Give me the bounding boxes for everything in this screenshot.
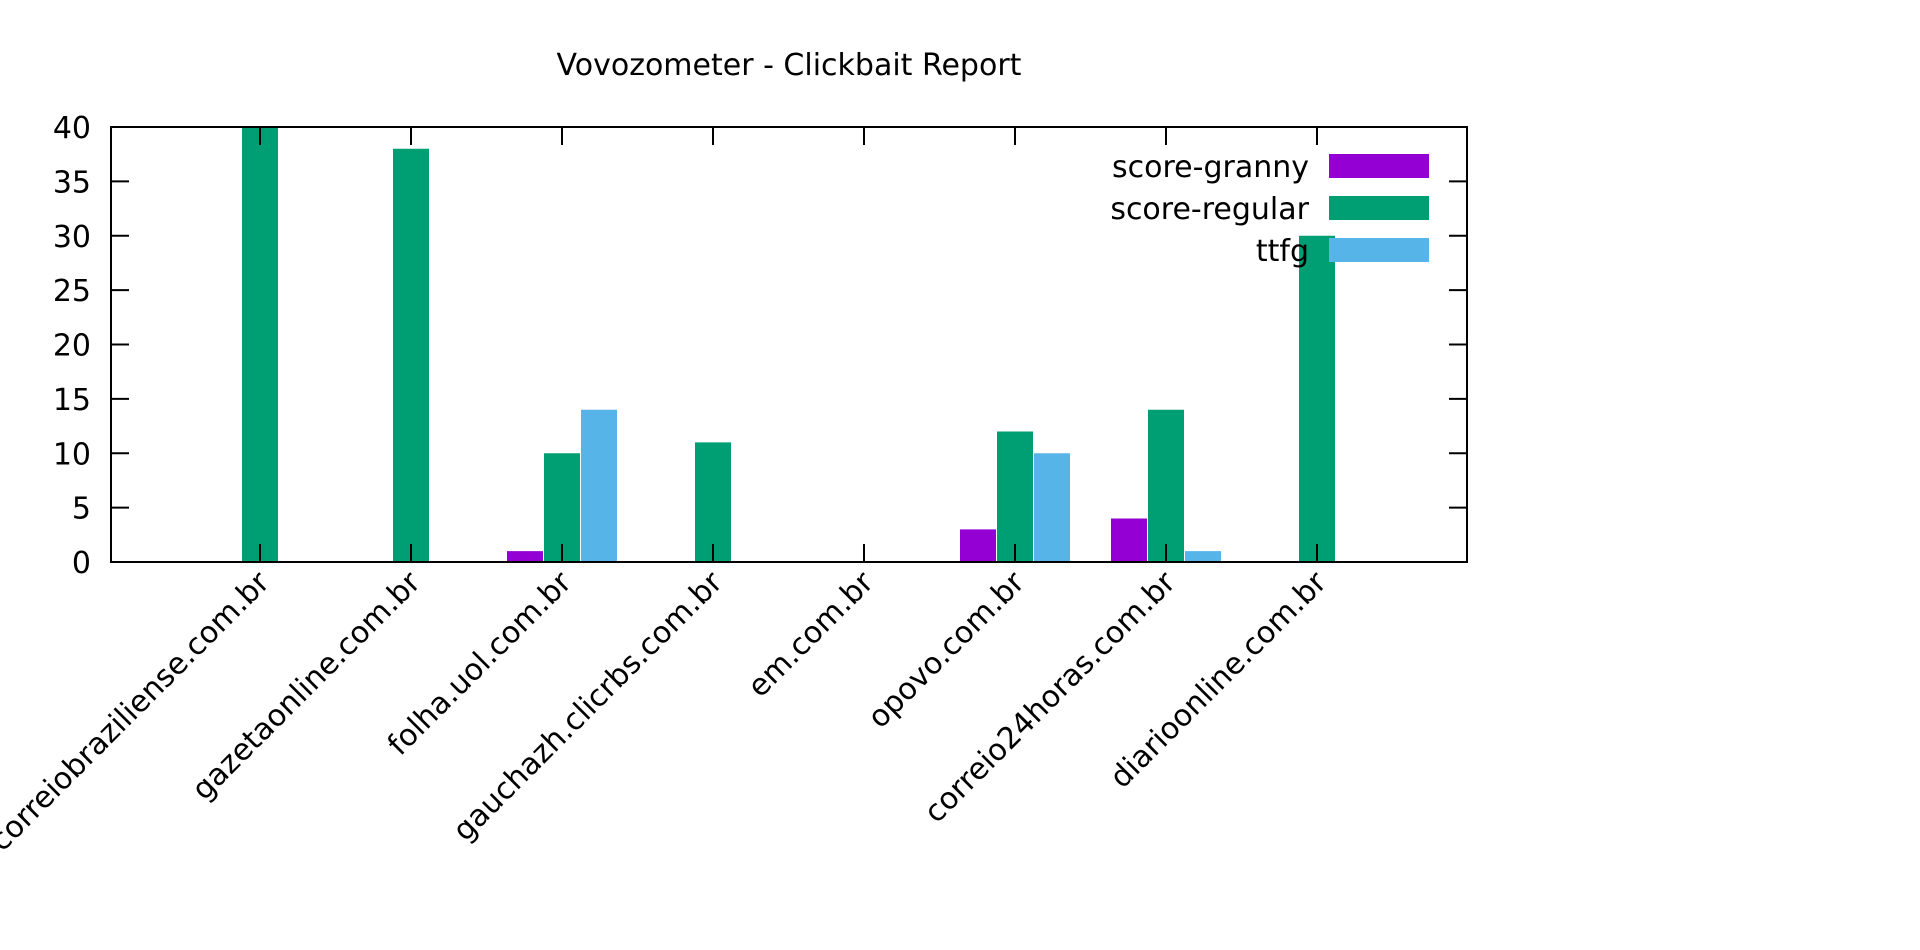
legend: score-granny score-regular ttfg <box>1110 150 1429 269</box>
bar-ttfg-6 <box>1185 551 1221 562</box>
bars-layer <box>242 127 1335 562</box>
bar-ttfg-5 <box>1034 453 1070 562</box>
bar-score-regular-2 <box>544 453 580 562</box>
x-tick-label: opovo.com.br <box>861 564 1032 735</box>
legend-swatch-score-regular <box>1329 196 1429 220</box>
legend-swatch-ttfg <box>1329 238 1429 262</box>
chart-title: Vovozometer - Clickbait Report <box>557 48 1022 83</box>
bar-score-regular-6 <box>1148 409 1184 562</box>
y-tick-label: 25 <box>53 274 91 309</box>
bar-ttfg-2 <box>581 409 617 562</box>
y-tick-label: 35 <box>53 165 91 200</box>
bar-score-granny-2 <box>507 551 543 562</box>
y-tick-label: 15 <box>53 383 91 418</box>
y-tick-label: 20 <box>53 329 91 364</box>
bar-score-regular-7 <box>1299 235 1335 562</box>
y-tick-label: 10 <box>53 437 91 472</box>
legend-label-ttfg: ttfg <box>1256 234 1309 269</box>
legend-label-score-granny: score-granny <box>1112 150 1309 185</box>
legend-label-score-regular: score-regular <box>1110 192 1309 227</box>
legend-swatch-score-granny <box>1329 154 1429 178</box>
y-tick-label: 0 <box>72 546 91 581</box>
bar-score-regular-5 <box>997 431 1033 562</box>
y-tick-label: 40 <box>53 111 91 146</box>
bar-score-regular-3 <box>695 442 731 562</box>
x-tick-label: correio24horas.com.br <box>918 564 1184 830</box>
x-tick-label: em.com.br <box>741 564 881 704</box>
bar-score-granny-6 <box>1111 518 1147 562</box>
y-tick-label: 5 <box>72 492 91 527</box>
bar-score-regular-1 <box>393 148 429 562</box>
x-tick-label: gauchazh.clicrbs.com.br <box>446 564 730 848</box>
x-tick-label: correiobraziliense.com.br <box>0 564 277 858</box>
y-tick-label: 30 <box>53 220 91 255</box>
bar-score-granny-5 <box>960 529 996 562</box>
bar-score-regular-0 <box>242 127 278 562</box>
